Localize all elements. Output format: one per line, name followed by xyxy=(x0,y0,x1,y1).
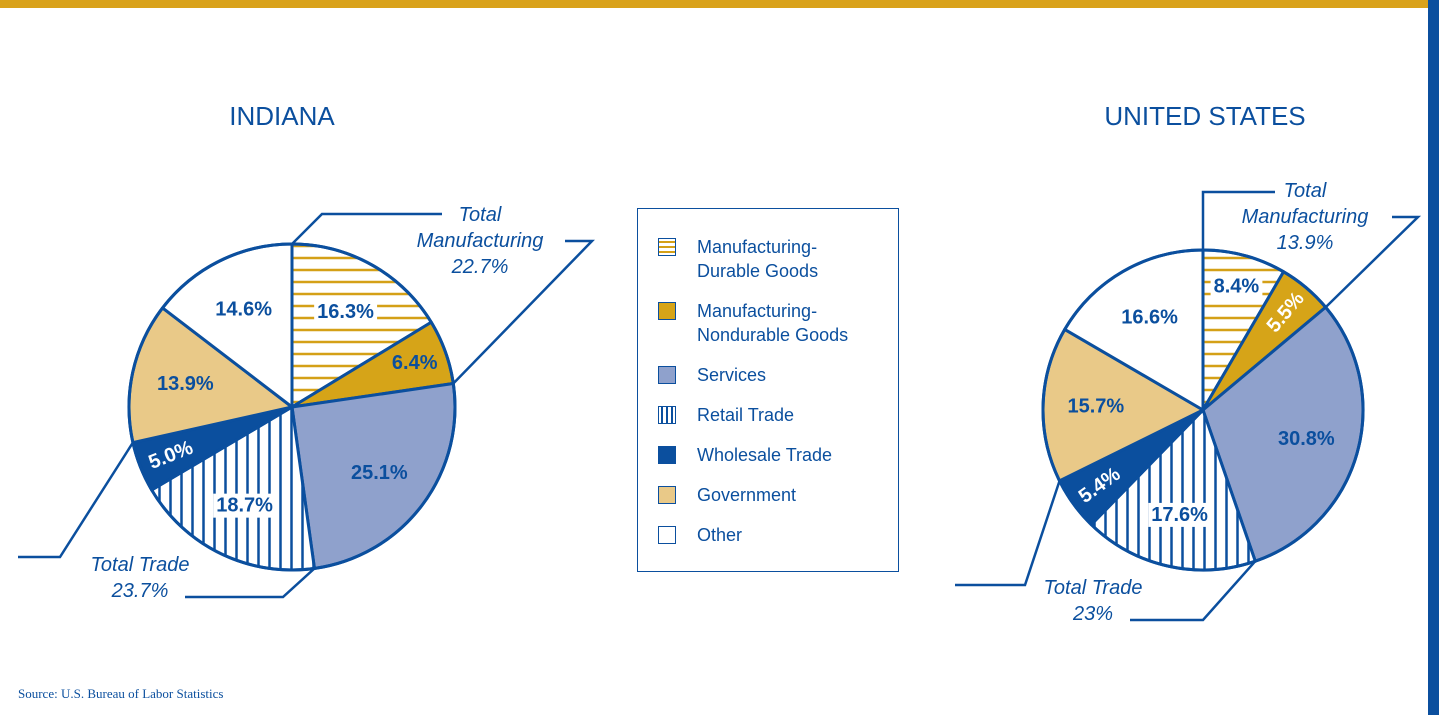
legend-label: Manufacturing-Nondurable Goods xyxy=(697,301,849,345)
legend-item: Manufacturing-Nondurable Goods xyxy=(638,299,877,347)
bracket xyxy=(1201,190,1275,250)
legend-item: Retail Trade xyxy=(638,403,877,427)
annotation-text: Total Trade xyxy=(90,554,190,576)
legend-label: Manufacturing-Durable Goods xyxy=(697,237,819,281)
bracket xyxy=(18,441,134,559)
bracket xyxy=(1130,560,1257,622)
annotation-value: 22.7% xyxy=(451,256,509,278)
annotation: Total Trade 23% xyxy=(1018,575,1168,627)
value-label: 30.8% xyxy=(1278,428,1335,450)
legend-item: Wholesale Trade xyxy=(638,443,877,467)
value-label-bg xyxy=(314,300,378,325)
bracket xyxy=(452,239,595,385)
value-label: 16.6% xyxy=(1121,306,1178,328)
value-label: 8.4% xyxy=(1214,276,1260,298)
value-label: 18.7% xyxy=(216,495,273,517)
value-label-bg xyxy=(213,493,277,518)
legend-label: Services xyxy=(697,365,767,385)
annotation: Total Trade 23.7% xyxy=(65,552,215,604)
value-label-group: 17.6% xyxy=(1148,502,1212,527)
value-label-group: 6.4% xyxy=(392,352,438,374)
legend: Manufacturing-Durable Goods Manufacturing… xyxy=(637,208,899,572)
legend-item: Other xyxy=(638,523,877,547)
value-label-group: 16.6% xyxy=(1121,306,1178,328)
chart-title: INDIANA xyxy=(229,101,335,131)
value-label-bg xyxy=(1148,502,1212,527)
value-label: 15.7% xyxy=(1068,396,1125,418)
value-label: 13.9% xyxy=(157,373,214,395)
value-label-group: 15.7% xyxy=(1068,396,1125,418)
side-bar xyxy=(1428,0,1439,715)
legend-swatch xyxy=(658,486,676,504)
value-label-group: 30.8% xyxy=(1278,428,1335,450)
bracket xyxy=(291,212,442,245)
value-label-group: 13.9% xyxy=(157,373,214,395)
legend-item: Government xyxy=(638,483,877,507)
legend-swatch xyxy=(658,526,676,544)
annotation-value: 23.7% xyxy=(111,580,169,602)
annotation-text: Total Trade xyxy=(1043,577,1143,599)
annotation-value: 23% xyxy=(1072,603,1114,625)
value-label-group: 25.1% xyxy=(351,462,408,484)
annotation-text: Total Manufacturing xyxy=(416,204,544,252)
legend-swatch xyxy=(658,406,676,424)
value-label: 25.1% xyxy=(351,462,408,484)
bracket xyxy=(185,567,316,599)
legend-swatch xyxy=(658,302,676,320)
top-bar xyxy=(0,0,1428,8)
legend-swatch xyxy=(658,446,676,464)
value-label-bg xyxy=(1210,274,1263,299)
annotation: Total Manufacturing 13.9% xyxy=(1230,178,1380,256)
value-label-group: 16.3% xyxy=(314,300,378,325)
value-label-group: 14.6% xyxy=(215,298,272,320)
legend-item: Manufacturing-Durable Goods xyxy=(638,235,877,283)
source-note: Source: U.S. Bureau of Labor Statistics xyxy=(18,686,224,701)
legend-label: Wholesale Trade xyxy=(697,445,833,465)
value-label-group: 18.7% xyxy=(213,493,277,518)
legend-swatch xyxy=(658,238,676,256)
bracket xyxy=(955,480,1061,587)
value-label: 16.3% xyxy=(317,301,374,323)
bracket xyxy=(1324,215,1422,309)
annotation-value: 13.9% xyxy=(1276,232,1334,254)
annotation: Total Manufacturing 22.7% xyxy=(405,202,555,280)
legend-label: Other xyxy=(697,525,743,545)
value-label: 14.6% xyxy=(215,298,272,320)
chart-title: UNITED STATES xyxy=(1104,101,1305,131)
value-label: 6.4% xyxy=(392,352,438,374)
legend-swatch xyxy=(658,366,676,384)
value-label-group: 8.4% xyxy=(1210,274,1263,299)
legend-item: Services xyxy=(638,363,877,387)
value-label: 17.6% xyxy=(1151,504,1208,526)
annotation-text: Total Manufacturing xyxy=(1241,180,1369,228)
legend-label: Retail Trade xyxy=(697,405,795,425)
legend-label: Government xyxy=(697,485,797,505)
